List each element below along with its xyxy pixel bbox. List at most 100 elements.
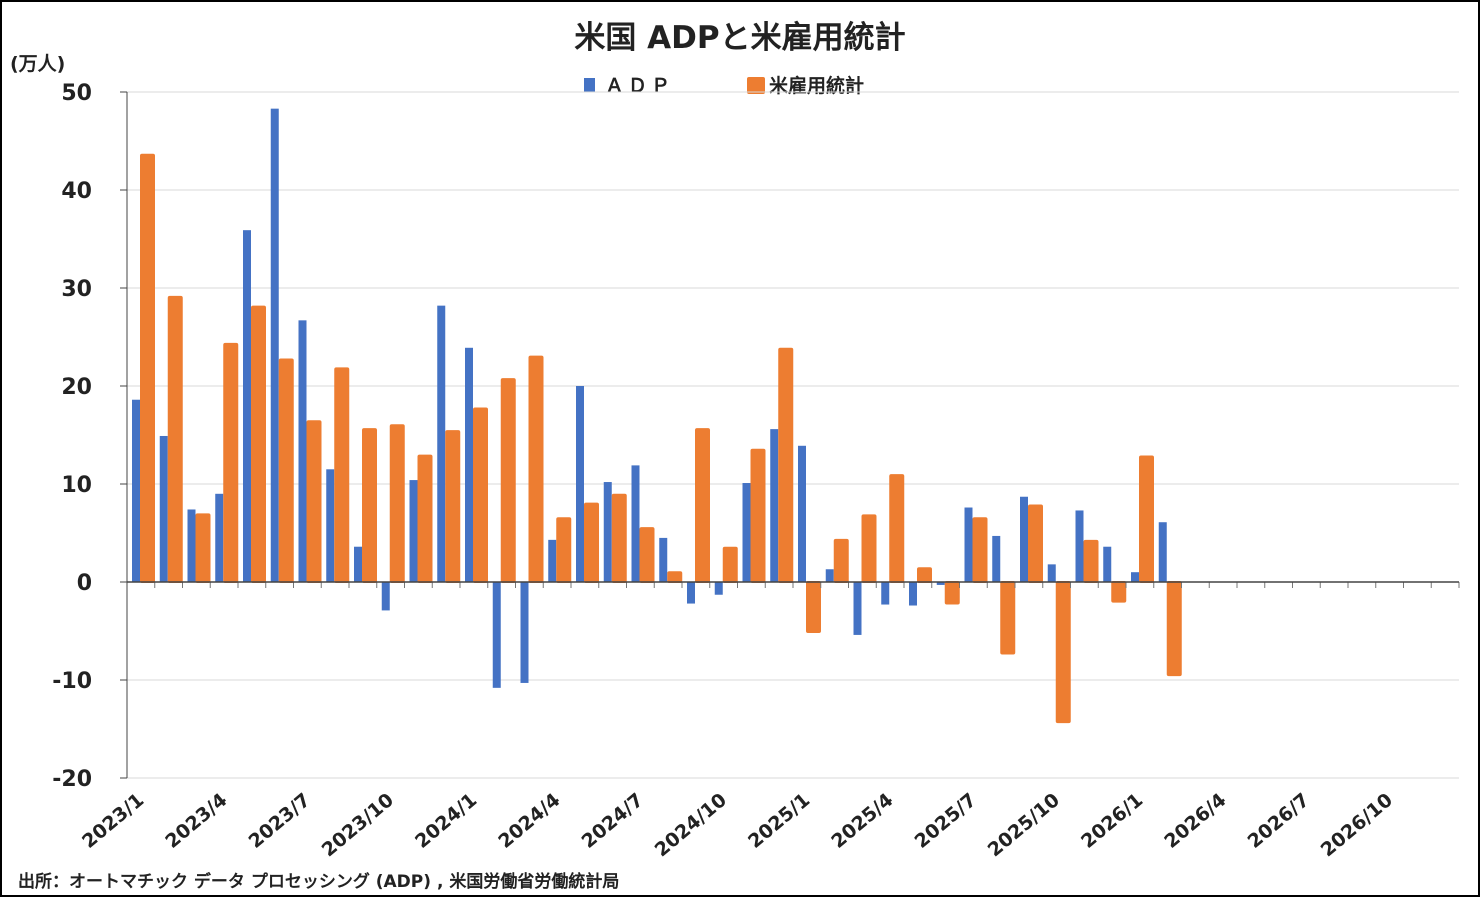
x-tick-label: 2026/1: [1077, 789, 1147, 853]
bar-nfp-2023/3: [195, 513, 211, 583]
bar-adp-2023/9: [354, 546, 362, 582]
bar-adp-2023/5: [243, 230, 251, 582]
legend-label-adp: ＡＤＰ: [605, 75, 674, 97]
bar-adp-2025/5: [909, 582, 917, 606]
bar-nfp-2023/5: [251, 305, 266, 583]
bar-nfp-2024/4: [556, 517, 572, 583]
bar-adp-2023/2: [159, 435, 168, 582]
bar-adp-2023/1: [132, 399, 140, 582]
bar-adp-2024/3: [520, 582, 529, 683]
bar-nfp-2024/8: [667, 571, 683, 583]
bar-adp-2023/4: [215, 493, 224, 582]
bar-nfp-2025/11: [1083, 539, 1099, 583]
y-tick-label: -10: [52, 669, 92, 694]
bar-adp-2025/11: [1075, 510, 1084, 582]
bar-adp-2025/8: [992, 535, 1001, 582]
x-tick-label: 2025/10: [984, 789, 1064, 861]
x-tick-label: 2026/10: [1317, 789, 1397, 861]
bar-nfp-2023/7: [306, 420, 322, 583]
source-note: 出所：オートマチック データ プロセッシング (ADP) , 米国労働省労働統計…: [18, 871, 619, 892]
bar-nfp-2025/12: [1111, 581, 1127, 603]
bar-nfp-2024/10: [722, 546, 738, 583]
bar-nfp-2024/5: [584, 502, 599, 583]
bar-nfp-2025/1: [806, 581, 821, 633]
x-tick-label: 2024/1: [411, 789, 481, 853]
legend-label-nfp: 米雇用統計: [769, 74, 864, 97]
bar-adp-2025/9: [1020, 496, 1028, 582]
bar-adp-2024/2: [492, 582, 501, 688]
bar-adp-2024/1: [465, 347, 473, 582]
y-tick-label: 10: [61, 473, 92, 498]
bar-adp-2024/10: [714, 582, 723, 595]
bar-adp-2025/6: [936, 582, 945, 585]
y-tick-label: 20: [61, 375, 92, 400]
y-axis-unit: (万人): [10, 53, 65, 75]
bar-adp-2023/11: [409, 480, 418, 582]
bar-nfp-2024/6: [611, 493, 627, 583]
bar-nfp-2024/3: [528, 355, 544, 583]
bar-adp-2023/6: [270, 108, 279, 582]
bar-nfp-2026/2: [1166, 581, 1182, 677]
bar-adp-2024/11: [742, 483, 751, 582]
bar-adp-2024/8: [659, 537, 668, 582]
bar-nfp-2024/11: [750, 448, 766, 583]
bar-nfp-2023/1: [140, 153, 155, 583]
bar-adp-2023/7: [298, 320, 307, 582]
x-tick-label: 2026/7: [1244, 789, 1314, 853]
y-tick-label: 0: [77, 571, 92, 596]
y-tick-label: -20: [52, 767, 92, 792]
x-tick-label: 2025/7: [911, 789, 981, 853]
bar-nfp-2026/1: [1139, 455, 1154, 583]
y-tick-label: 40: [61, 179, 92, 204]
bar-nfp-2025/5: [917, 567, 932, 583]
bar-adp-2024/5: [576, 386, 584, 582]
bar-adp-2023/8: [326, 469, 335, 582]
bar-nfp-2025/10: [1055, 581, 1071, 724]
bar-nfp-2025/2: [833, 538, 849, 583]
x-tick-label: 2024/10: [651, 789, 731, 861]
x-tick-label: 2025/1: [744, 789, 814, 853]
bar-adp-2023/10: [381, 582, 390, 611]
bar-adp-2025/3: [853, 582, 862, 635]
bar-adp-2025/10: [1047, 564, 1056, 582]
bar-nfp-2025/8: [1000, 581, 1016, 655]
bar-adp-2025/4: [881, 582, 890, 605]
bar-adp-2024/7: [631, 465, 640, 582]
x-tick-label: 2024/4: [494, 789, 564, 853]
bar-nfp-2023/2: [167, 295, 183, 583]
legend-swatch-adp: [584, 78, 595, 92]
bar-adp-2025/1: [798, 445, 806, 582]
legend-swatch-nfp: [747, 77, 765, 94]
bar-adp-2024/6: [603, 482, 612, 582]
bar-nfp-2023/9: [362, 428, 377, 583]
chart-title: 米国 ADPと米雇用統計: [574, 20, 905, 56]
bar-adp-2025/12: [1103, 546, 1112, 582]
bar-adp-2025/7: [964, 507, 973, 582]
x-tick-label: 2023/10: [318, 789, 398, 861]
legend: ＡＤＰ 米雇用統計: [584, 74, 864, 97]
bar-nfp-2023/4: [223, 342, 239, 583]
bar-nfp-2025/6: [944, 581, 960, 605]
x-tick-label: 2026/4: [1160, 789, 1230, 853]
bar-nfp-2024/12: [778, 347, 794, 583]
bar-adp-2026/2: [1158, 522, 1167, 582]
bar-adp-2024/4: [548, 539, 557, 582]
y-tick-label: 30: [61, 277, 92, 302]
bar-nfp-2023/6: [278, 358, 294, 583]
bar-adp-2026/1: [1131, 572, 1139, 582]
bar-adp-2023/3: [187, 509, 196, 582]
bar-nfp-2024/7: [639, 527, 655, 583]
bar-nfp-2023/11: [417, 454, 433, 583]
bar-nfp-2023/8: [334, 367, 350, 583]
x-tick-label: 2023/1: [78, 789, 148, 853]
x-tick-label: 2024/7: [578, 789, 648, 853]
bar-nfp-2025/9: [1028, 504, 1043, 583]
bar-adp-2023/12: [437, 305, 446, 582]
bar-nfp-2024/9: [695, 428, 710, 583]
bar-nfp-2025/3: [861, 514, 877, 583]
bar-adp-2024/9: [687, 582, 695, 604]
bar-nfp-2025/4: [889, 474, 905, 583]
bar-nfp-2024/1: [473, 407, 488, 583]
